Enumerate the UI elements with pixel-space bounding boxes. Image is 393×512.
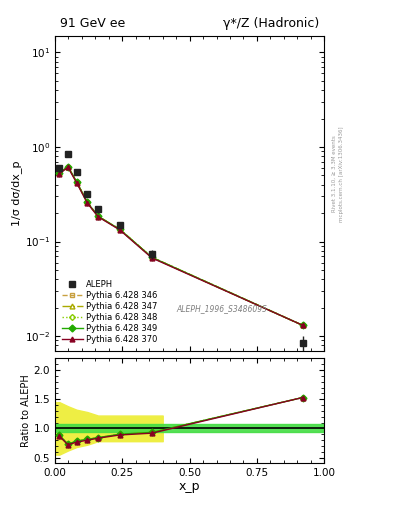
Pythia 6.428 370 <box>300 322 305 328</box>
Text: mcplots.cern.ch [arXiv:1306.3436]: mcplots.cern.ch [arXiv:1306.3436] <box>339 126 344 222</box>
Pythia 6.428 349 <box>96 213 101 219</box>
Pythia 6.428 370 <box>74 180 79 186</box>
Line: Pythia 6.428 347: Pythia 6.428 347 <box>57 164 305 328</box>
Line: Pythia 6.428 349: Pythia 6.428 349 <box>57 164 305 328</box>
Text: 91 GeV ee: 91 GeV ee <box>61 16 126 30</box>
Pythia 6.428 346 <box>57 170 62 176</box>
Pythia 6.428 346 <box>96 213 101 219</box>
Pythia 6.428 348 <box>85 199 90 205</box>
Pythia 6.428 348 <box>66 163 70 169</box>
Pythia 6.428 349 <box>300 322 305 328</box>
Pythia 6.428 349 <box>66 163 70 169</box>
Text: Rivet 3.1.10, ≥ 3.3M events: Rivet 3.1.10, ≥ 3.3M events <box>332 136 337 212</box>
X-axis label: x_p: x_p <box>179 480 200 493</box>
Pythia 6.428 347 <box>57 170 62 176</box>
Pythia 6.428 370 <box>85 200 90 206</box>
Y-axis label: 1/σ dσ/dx_p: 1/σ dσ/dx_p <box>11 161 22 226</box>
Pythia 6.428 348 <box>74 179 79 185</box>
Pythia 6.428 347 <box>150 254 154 261</box>
Pythia 6.428 370 <box>57 171 62 177</box>
Pythia 6.428 347 <box>85 199 90 205</box>
Pythia 6.428 349 <box>150 254 154 261</box>
Y-axis label: Ratio to ALEPH: Ratio to ALEPH <box>21 374 31 447</box>
Pythia 6.428 370 <box>96 214 101 220</box>
Line: Pythia 6.428 370: Pythia 6.428 370 <box>57 165 305 328</box>
Pythia 6.428 349 <box>85 199 90 205</box>
Pythia 6.428 349 <box>57 170 62 176</box>
Pythia 6.428 349 <box>117 226 122 232</box>
Pythia 6.428 348 <box>117 226 122 232</box>
Pythia 6.428 347 <box>74 179 79 185</box>
Pythia 6.428 346 <box>300 322 305 328</box>
Pythia 6.428 347 <box>117 226 122 232</box>
Text: ALEPH_1996_S3486095: ALEPH_1996_S3486095 <box>176 304 267 313</box>
Pythia 6.428 348 <box>57 170 62 176</box>
Pythia 6.428 348 <box>150 254 154 261</box>
Pythia 6.428 348 <box>300 322 305 328</box>
Text: γ*/Z (Hadronic): γ*/Z (Hadronic) <box>222 16 319 30</box>
Pythia 6.428 370 <box>150 255 154 261</box>
Legend: ALEPH, Pythia 6.428 346, Pythia 6.428 347, Pythia 6.428 348, Pythia 6.428 349, P: ALEPH, Pythia 6.428 346, Pythia 6.428 34… <box>59 277 160 347</box>
Pythia 6.428 346 <box>66 163 70 169</box>
Pythia 6.428 346 <box>117 226 122 232</box>
Pythia 6.428 348 <box>96 213 101 219</box>
Line: Pythia 6.428 348: Pythia 6.428 348 <box>57 164 305 327</box>
Pythia 6.428 346 <box>74 179 79 185</box>
Pythia 6.428 347 <box>300 322 305 328</box>
Line: Pythia 6.428 346: Pythia 6.428 346 <box>57 164 305 328</box>
Pythia 6.428 347 <box>96 213 101 219</box>
Pythia 6.428 346 <box>150 254 154 261</box>
Pythia 6.428 349 <box>74 179 79 185</box>
Pythia 6.428 370 <box>66 164 70 170</box>
Pythia 6.428 370 <box>117 227 122 233</box>
Pythia 6.428 347 <box>66 163 70 169</box>
Pythia 6.428 346 <box>85 199 90 205</box>
